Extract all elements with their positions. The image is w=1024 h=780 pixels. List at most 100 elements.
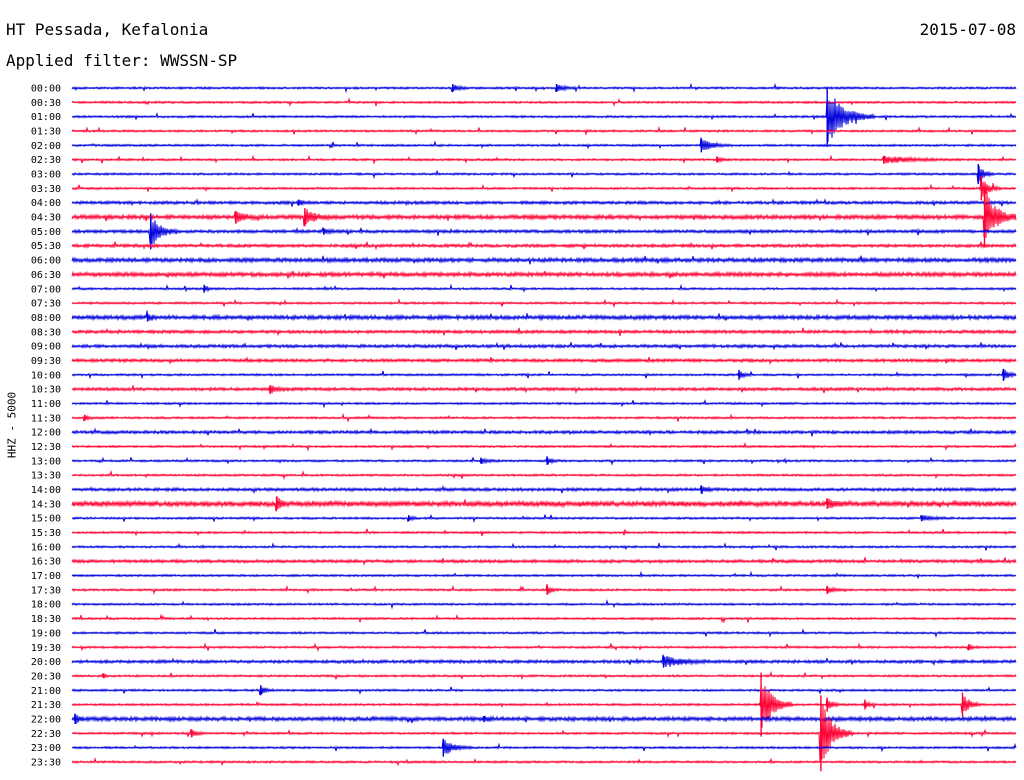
trace-row-0430 (71, 190, 1017, 238)
time-label: 18:00 (31, 600, 61, 611)
time-label: 16:00 (31, 542, 61, 553)
trace-row-0300 (71, 165, 1017, 184)
trace-row-0800 (71, 310, 1017, 322)
time-label: 11:00 (31, 399, 61, 410)
date-label: 2015-07-08 (919, 20, 1016, 39)
trace-row-1730 (71, 584, 1017, 595)
time-label: 02:00 (31, 141, 61, 152)
filter-label: Applied filter: WWSSN-SP (6, 51, 238, 70)
time-label: 09:00 (31, 342, 61, 353)
time-label: 20:00 (31, 657, 61, 668)
time-label: 03:00 (31, 170, 61, 181)
trace-row-2330 (71, 757, 1017, 767)
trace-row-1430 (71, 495, 1017, 512)
trace-row-0030 (71, 97, 1017, 107)
trace-row-0230 (71, 154, 1017, 165)
trace-row-0900 (71, 341, 1017, 351)
time-label: 00:00 (31, 84, 61, 95)
trace-row-0130 (71, 125, 1017, 136)
station-title: HT Pessada, Kefalonia (6, 20, 209, 39)
time-label: 16:30 (31, 557, 61, 568)
trace-row-1700 (71, 570, 1017, 580)
time-label: 23:00 (31, 743, 61, 754)
trace-row-1900 (71, 628, 1017, 638)
trace-row-2230 (71, 699, 1017, 763)
time-label: 04:30 (31, 213, 61, 224)
trace-row-1830 (71, 613, 1017, 624)
trace-row-0700 (71, 283, 1017, 293)
time-label: 08:30 (31, 327, 61, 338)
time-label: 14:30 (31, 499, 61, 510)
trace-row-0930 (71, 356, 1017, 366)
time-label: 06:00 (31, 256, 61, 267)
trace-row-1130 (71, 412, 1017, 423)
time-label: 05:30 (31, 241, 61, 252)
trace-row-2130 (71, 684, 1017, 728)
trace-row-1300 (71, 456, 1017, 466)
time-label: 04:00 (31, 198, 61, 209)
time-label: 14:00 (31, 485, 61, 496)
time-label: 21:00 (31, 686, 61, 697)
time-label: 12:30 (31, 442, 61, 453)
time-label: 20:30 (31, 671, 61, 682)
trace-row-1000 (71, 369, 1017, 381)
time-label: 10:30 (31, 385, 61, 396)
trace-row-0330 (71, 177, 1017, 197)
time-label: 22:30 (31, 729, 61, 740)
trace-row-1630 (71, 557, 1017, 566)
trace-row-0600 (71, 255, 1017, 265)
time-label: 19:30 (31, 643, 61, 654)
trace-row-1600 (71, 542, 1017, 551)
trace-row-1930 (71, 642, 1017, 653)
time-label: 01:00 (31, 112, 61, 123)
trace-row-1030 (71, 385, 1017, 395)
time-label: 07:30 (31, 299, 61, 310)
trace-row-1330 (71, 469, 1017, 481)
time-label: 00:30 (31, 98, 61, 109)
time-label: 10:00 (31, 370, 61, 381)
time-label: 17:00 (31, 571, 61, 582)
time-label: 18:30 (31, 614, 61, 625)
time-label: 12:00 (31, 428, 61, 439)
time-label: 22:00 (31, 714, 61, 725)
time-label: 21:30 (31, 700, 61, 711)
time-label: 17:30 (31, 585, 61, 596)
trace-row-1200 (71, 427, 1017, 437)
time-label: 05:00 (31, 227, 61, 238)
time-label: 23:30 (31, 757, 61, 768)
time-label: 03:30 (31, 184, 61, 195)
time-label: 08:00 (31, 313, 61, 324)
trace-row-0100 (71, 98, 1017, 143)
trace-row-1530 (71, 528, 1017, 537)
time-label: 06:30 (31, 270, 61, 281)
trace-row-0400 (71, 198, 1017, 207)
time-label: 13:30 (31, 471, 61, 482)
trace-row-0830 (71, 327, 1017, 337)
time-label: 15:30 (31, 528, 61, 539)
trace-row-0200 (71, 137, 1017, 151)
trace-row-1800 (71, 599, 1017, 610)
trace-row-2200 (71, 713, 1017, 724)
trace-row-2030 (71, 670, 1017, 680)
time-label: 07:00 (31, 284, 61, 295)
trace-row-1230 (71, 441, 1017, 452)
trace-row-0000 (71, 82, 1017, 94)
time-label: 11:30 (31, 413, 61, 424)
time-label: 01:30 (31, 127, 61, 138)
trace-row-0500 (71, 220, 1017, 245)
trace-row-0530 (71, 241, 1017, 251)
trace-row-2100 (71, 685, 1017, 696)
time-label: 02:30 (31, 155, 61, 166)
trace-row-0630 (71, 270, 1017, 279)
trace-row-2300 (71, 740, 1017, 754)
trace-row-1400 (71, 484, 1017, 495)
trace-row-0730 (71, 298, 1017, 309)
trace-row-1500 (71, 513, 1017, 524)
time-label: 09:30 (31, 356, 61, 367)
trace-row-1100 (71, 399, 1017, 409)
time-label: 15:00 (31, 514, 61, 525)
trace-row-2000 (71, 654, 1017, 667)
time-label: 19:00 (31, 628, 61, 639)
